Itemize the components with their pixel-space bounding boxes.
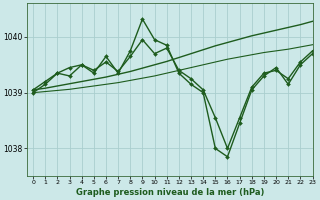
X-axis label: Graphe pression niveau de la mer (hPa): Graphe pression niveau de la mer (hPa) [76, 188, 264, 197]
